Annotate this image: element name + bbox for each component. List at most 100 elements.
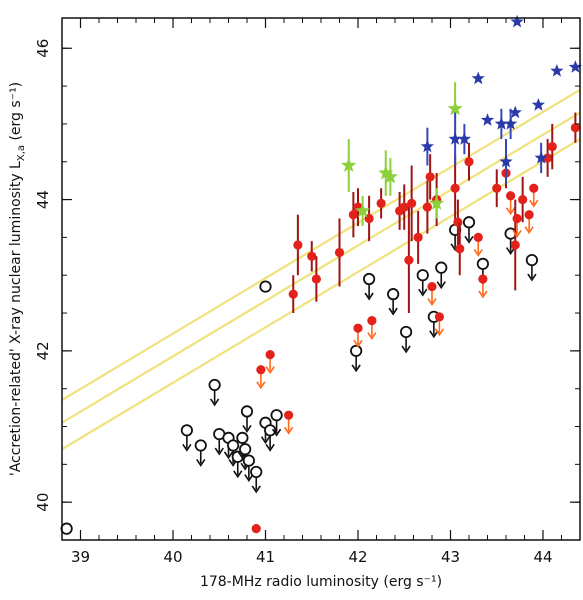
red-dot-marker xyxy=(311,274,321,284)
blue-star-marker xyxy=(531,98,545,111)
plot-frame xyxy=(61,17,581,541)
red-dot-marker xyxy=(455,244,465,254)
open-circle-marker xyxy=(362,272,376,286)
red-dot-marker xyxy=(422,202,432,212)
limit-arrow-head xyxy=(196,458,206,467)
green-star-marker xyxy=(378,165,394,180)
open-circle-point xyxy=(240,405,254,433)
red-limit-arrow-head xyxy=(256,381,266,390)
red-dot-marker xyxy=(399,202,409,212)
open-circle-marker xyxy=(416,269,429,282)
y-tick-label: 46 xyxy=(34,39,52,58)
green-star-marker xyxy=(447,100,463,116)
limit-arrow-head xyxy=(436,281,446,290)
red-point xyxy=(570,112,580,143)
red-dot-marker xyxy=(293,240,303,250)
open-circle-point xyxy=(194,439,207,467)
open-circle-marker xyxy=(240,405,254,418)
red-dot-marker xyxy=(256,365,266,375)
open-circle-marker xyxy=(387,288,400,301)
blue-star-marker xyxy=(550,64,564,77)
blue-star-point xyxy=(531,98,545,111)
red-point xyxy=(307,241,317,272)
y-axis-label: 'Accretion-related' X-ray nuclear lumino… xyxy=(8,82,27,476)
red-point xyxy=(311,256,321,302)
open-circle-marker xyxy=(259,280,272,293)
open-circle-point xyxy=(416,269,429,297)
limit-arrow-head xyxy=(351,364,361,373)
red-limit-arrow-head xyxy=(367,332,377,341)
blue-star-point xyxy=(499,139,513,185)
open-circle-point xyxy=(525,253,539,282)
green-star-marker xyxy=(382,168,398,184)
blue-star-marker xyxy=(504,116,518,130)
red-dot-marker xyxy=(334,247,345,258)
limit-arrow-head xyxy=(260,436,271,445)
blue-star-marker xyxy=(457,132,471,145)
open-circle-point xyxy=(387,288,400,316)
red-point xyxy=(364,195,374,242)
red-dot-marker xyxy=(307,251,317,261)
red-point xyxy=(367,316,377,341)
red-point xyxy=(455,222,465,276)
y-axis-label-main: 'Accretion-related' X-ray nuclear lumino… xyxy=(8,161,24,476)
blue-star-marker xyxy=(568,60,582,73)
red-limit-arrow-head xyxy=(283,426,294,435)
red-dot-marker xyxy=(450,183,460,193)
red-point xyxy=(473,232,483,257)
limit-arrow-head xyxy=(464,235,474,244)
x-tick-label: 43 xyxy=(441,548,460,566)
points-layer xyxy=(60,14,582,535)
blue-star-point xyxy=(480,113,495,126)
red-point xyxy=(251,524,261,534)
red-point xyxy=(422,180,432,234)
red-dot-marker xyxy=(570,123,580,133)
red-dot-marker xyxy=(524,210,534,220)
limit-arrow-head xyxy=(233,470,243,479)
red-dot-marker xyxy=(434,312,444,322)
red-dot-marker xyxy=(512,213,522,224)
red-limit-arrow-head xyxy=(353,339,363,348)
y-tick-label: 40 xyxy=(34,493,52,512)
blue-star-point xyxy=(494,108,508,140)
red-limit-arrow-head xyxy=(524,226,534,235)
red-point xyxy=(464,142,474,181)
red-point xyxy=(505,191,516,216)
red-point xyxy=(348,192,358,238)
green-star-marker xyxy=(341,157,357,172)
red-dot-marker xyxy=(404,255,414,265)
fit-line xyxy=(62,88,580,401)
open-circle-point xyxy=(270,409,283,437)
limit-arrow-head xyxy=(209,398,220,407)
x-tick-label: 40 xyxy=(163,548,182,566)
open-circle-marker xyxy=(60,522,73,535)
red-point xyxy=(283,410,294,435)
open-circle-point xyxy=(180,424,193,452)
open-circle-point xyxy=(350,344,363,373)
red-point xyxy=(399,184,409,230)
open-circle-point xyxy=(462,216,476,244)
red-dot-marker xyxy=(427,281,437,292)
limit-arrow-head xyxy=(251,485,261,494)
red-point xyxy=(376,188,386,219)
open-circle-marker xyxy=(239,443,252,456)
blue-star-marker xyxy=(499,154,513,168)
red-point xyxy=(478,274,488,299)
x-tick-label: 41 xyxy=(256,548,275,566)
limit-arrow-head xyxy=(242,424,252,433)
red-point xyxy=(293,214,303,276)
limit-arrow-head xyxy=(214,447,224,456)
ticks-layer: 39 40 41 42 43 44 40 42 44 46 xyxy=(34,18,580,566)
red-dot-marker xyxy=(288,289,298,299)
red-point xyxy=(404,207,414,314)
red-dot-marker xyxy=(425,172,435,182)
red-point xyxy=(334,218,345,287)
red-limit-arrow-head xyxy=(427,298,437,307)
green-star-marker xyxy=(355,202,371,218)
red-dot-marker xyxy=(492,183,502,193)
green-star-marker xyxy=(429,195,445,210)
red-limit-arrow-head xyxy=(265,366,275,375)
blue-star-point xyxy=(471,71,485,85)
blue-star-marker xyxy=(494,116,508,130)
y-axis-label-units: (erg s⁻¹) xyxy=(8,82,24,145)
